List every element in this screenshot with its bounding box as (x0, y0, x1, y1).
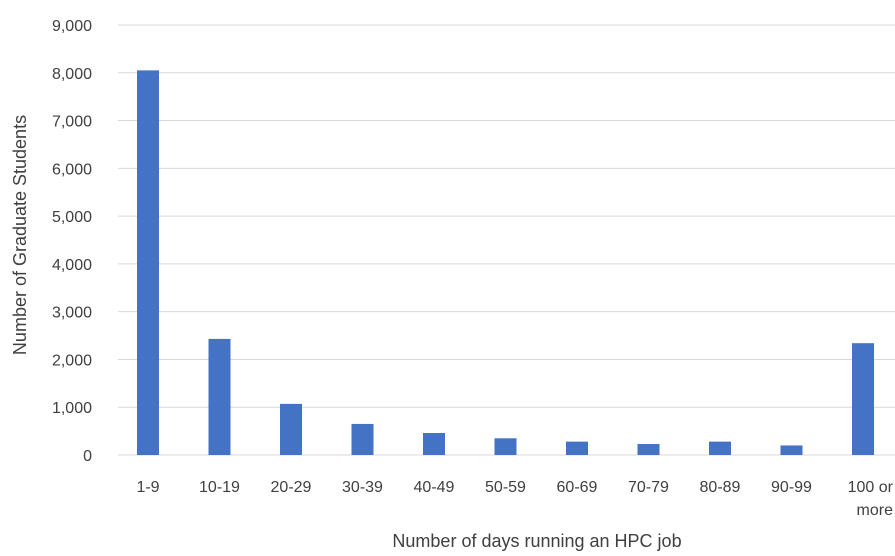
gridlines (118, 24, 895, 456)
y-tick-label: 7,000 (52, 114, 92, 131)
bar-50-59 (494, 438, 517, 455)
y-tick-label: 8,000 (52, 66, 92, 83)
bar-90-99 (780, 445, 803, 455)
y-tick-label: 0 (83, 448, 92, 465)
bar-80-89 (709, 441, 731, 455)
x-tick-label: 90-99 (771, 479, 812, 496)
y-tick-label: 2,000 (52, 352, 92, 369)
bar-10-19 (208, 338, 231, 455)
bars (137, 70, 874, 455)
bar-1-9 (137, 70, 159, 455)
y-tick-label: 5,000 (52, 209, 92, 226)
x-tick-label: 10-19 (199, 479, 240, 496)
x-tick-label: 60-69 (557, 479, 598, 496)
bar-60-69 (566, 441, 588, 455)
x-tick-label: 20-29 (271, 479, 312, 496)
bar-20-29 (280, 403, 302, 455)
x-tick-label: 40-49 (414, 479, 455, 496)
y-tick-label: 9,000 (52, 18, 92, 35)
bar-100-or-more (852, 343, 874, 455)
y-tick-label: 3,000 (52, 305, 92, 322)
x-axis-title: Number of days running an HPC job (392, 531, 681, 551)
y-axis-ticks: 0 1,000 2,000 3,000 4,000 5,000 6,000 7,000 8,00… (52, 18, 92, 465)
x-tick-label: 1-9 (136, 479, 159, 496)
y-axis-title: Number of Graduate Students (10, 115, 30, 355)
y-tick-label: 1,000 (52, 400, 92, 417)
bar-40-49 (423, 433, 445, 455)
x-tick-label: 70-79 (628, 479, 669, 496)
x-axis-ticks: 1-9 10-19 20-29 30-39 40-49 50-59 60-69 70-79 80… (136, 479, 893, 519)
x-tick-label: 50-59 (485, 479, 526, 496)
x-tick-label: 80-89 (700, 479, 741, 496)
x-tick-label: 100 or more (848, 479, 894, 519)
bar-70-79 (637, 444, 660, 455)
x-tick-label: 30-39 (342, 479, 383, 496)
bar-30-39 (351, 423, 374, 455)
y-tick-label: 6,000 (52, 161, 92, 178)
y-tick-label: 4,000 (52, 257, 92, 274)
